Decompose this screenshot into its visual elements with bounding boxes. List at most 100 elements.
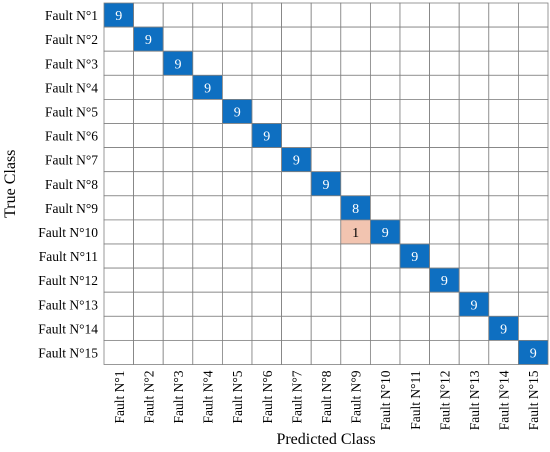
matrix-cell — [518, 315, 549, 341]
matrix-cell — [458, 99, 490, 124]
matrix-cell — [429, 339, 460, 365]
cell-value: 9 — [293, 154, 300, 169]
matrix-cell — [162, 219, 194, 245]
matrix-cell — [162, 267, 194, 293]
cell-value: 9 — [234, 105, 241, 120]
matrix-cell — [399, 26, 431, 52]
matrix-cell — [192, 339, 223, 365]
matrix-cell — [192, 195, 223, 221]
matrix-cell — [281, 243, 312, 269]
matrix-cell — [103, 74, 135, 100]
matrix-cell — [133, 2, 164, 28]
matrix-cell — [399, 315, 431, 341]
matrix-cell — [162, 2, 194, 28]
cell-value: 9 — [471, 298, 478, 313]
matrix-cell — [221, 267, 253, 293]
row-labels: Fault N°1 Fault N°2 Fault N°3 Fault N°4 Faul… — [38, 8, 98, 360]
matrix-cell — [429, 26, 460, 52]
cell-value: 9 — [204, 81, 211, 96]
matrix-cell — [281, 195, 312, 221]
matrix-cell — [518, 123, 549, 149]
matrix-cell — [251, 339, 283, 365]
matrix-cell — [340, 315, 371, 341]
matrix-cell — [369, 123, 401, 149]
matrix-cell — [310, 26, 342, 52]
matrix-cell — [458, 147, 490, 173]
matrix-cell — [192, 2, 223, 28]
matrix-cell — [429, 195, 460, 221]
matrix-cell — [458, 195, 490, 221]
matrix-cell — [162, 99, 194, 124]
matrix-cell — [310, 219, 342, 245]
matrix-cell — [133, 219, 164, 245]
column-label: Fault N°5 — [230, 370, 245, 423]
cell-value: 9 — [530, 346, 537, 361]
column-label: Fault N°14 — [497, 370, 512, 430]
cell-value: 9 — [323, 178, 330, 193]
column-label: Fault N°4 — [201, 370, 216, 423]
column-label: Fault N°1 — [112, 371, 127, 424]
matrix-cell — [369, 243, 401, 269]
matrix-cell — [281, 291, 312, 317]
matrix-cell — [458, 339, 490, 365]
row-label: Fault N°6 — [45, 129, 98, 144]
matrix-cell — [310, 291, 342, 317]
matrix-cell — [399, 243, 431, 269]
matrix-cell — [103, 291, 135, 317]
matrix-cell — [133, 123, 164, 149]
matrix-cell — [103, 219, 135, 245]
matrix-cell — [399, 219, 431, 245]
matrix-cell — [488, 26, 519, 52]
matrix-cell — [133, 26, 164, 52]
matrix-cell — [518, 50, 549, 76]
matrix-cell — [103, 123, 135, 149]
matrix-cell — [103, 99, 135, 124]
matrix-cell — [133, 315, 164, 341]
matrix-cell — [251, 74, 283, 100]
matrix-cell — [369, 171, 401, 197]
column-label: Fault N°6 — [260, 370, 275, 423]
matrix-cell — [221, 26, 253, 52]
column-label: Fault N°3 — [171, 370, 186, 423]
row-label: Fault N°5 — [45, 104, 98, 119]
matrix-cell — [251, 267, 283, 293]
matrix-cell — [340, 267, 371, 293]
matrix-cell — [340, 219, 371, 245]
matrix-cell — [103, 315, 135, 341]
column-label: Fault N°9 — [349, 370, 364, 423]
column-labels: Fault N°1 Fault N°2 Fault N°3 Fault N°4 Faul… — [112, 370, 541, 430]
matrix-cell — [133, 50, 164, 76]
matrix-cell — [221, 243, 253, 269]
matrix-cell — [399, 195, 431, 221]
matrix-cell — [369, 291, 401, 317]
matrix-cell — [518, 291, 549, 317]
column-label: Fault N°7 — [289, 370, 304, 423]
matrix-cell — [281, 315, 312, 341]
matrix-cell — [133, 267, 164, 293]
matrix-cell — [281, 339, 312, 365]
matrix-cell — [133, 195, 164, 221]
matrix-cell — [281, 267, 312, 293]
matrix-cell — [518, 26, 549, 52]
matrix-cell — [162, 123, 194, 149]
matrix-cell — [133, 243, 164, 269]
matrix-cell — [162, 74, 194, 100]
matrix-cell — [458, 219, 490, 245]
matrix-cell — [429, 171, 460, 197]
matrix-cell — [458, 291, 490, 317]
cell-value: 9 — [175, 57, 182, 72]
matrix-cell — [310, 50, 342, 76]
cell-value: 9 — [382, 226, 389, 241]
matrix-cell — [192, 243, 223, 269]
matrix-cell — [310, 267, 342, 293]
matrix-cell — [310, 147, 342, 173]
matrix-cell — [340, 26, 371, 52]
matrix-cell — [133, 291, 164, 317]
row-label: Fault N°10 — [38, 225, 98, 240]
matrix-cell — [281, 171, 312, 197]
cell-value: 9 — [500, 322, 507, 337]
matrix-cell — [103, 195, 135, 221]
cell-value: 8 — [352, 202, 359, 217]
matrix-cell — [488, 339, 519, 365]
